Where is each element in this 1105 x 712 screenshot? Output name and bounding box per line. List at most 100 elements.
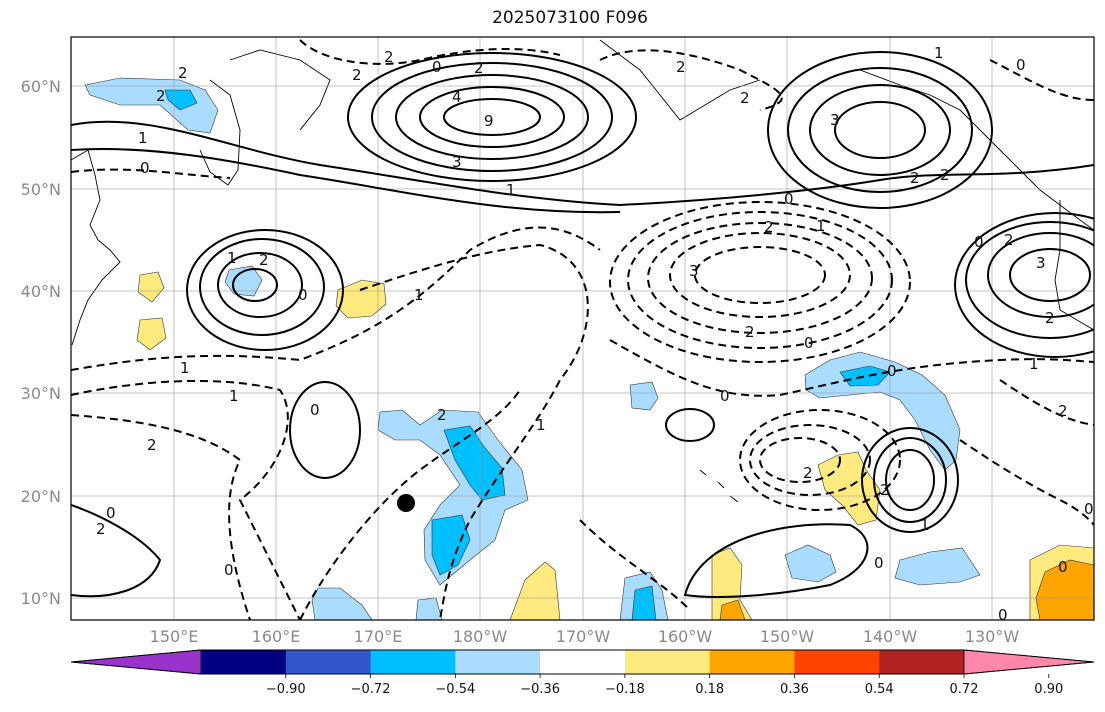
storm-marker <box>397 494 415 512</box>
clabel: 3 <box>452 153 462 171</box>
clabel: 2 <box>740 89 750 107</box>
clabel: 1 <box>1029 355 1039 373</box>
clabel: 2 <box>1058 402 1068 420</box>
clabel: 1 <box>506 181 516 199</box>
clabel: 2 <box>474 59 484 77</box>
colorbar-extend-high <box>963 649 1095 675</box>
clabel: 0 <box>1016 56 1026 74</box>
colorbar-tick-label: −0.36 <box>520 682 560 697</box>
shade-yellow-22n-east <box>817 451 881 526</box>
shade-light-blue-south-2 <box>415 597 443 620</box>
clabel: 2 <box>745 323 755 341</box>
clabel: 0 <box>106 504 116 522</box>
clabel: 2 <box>803 464 813 482</box>
shade-light-blue-dateline-band <box>377 409 529 586</box>
clabel: 2 <box>96 520 106 538</box>
clabel: 0 <box>804 334 814 352</box>
shade-light-blue-30n-mid <box>629 381 659 411</box>
clabel: 2 <box>1004 231 1014 249</box>
lat-lon-grid <box>71 37 1094 620</box>
longitude-labels: 150°E 160°E 170°E 180°W 170°W 160°W 150°… <box>150 627 1020 646</box>
lon-label: 130°W <box>965 627 1020 646</box>
clabel: 1 <box>227 249 237 267</box>
shade-blue-kamchatka <box>164 89 198 111</box>
clabel: 0 <box>310 401 320 419</box>
clabel: 1 <box>816 217 826 235</box>
clabel: 3 <box>689 262 699 280</box>
lon-label: 150°W <box>760 627 815 646</box>
shade-blue-dateline-band <box>443 425 506 501</box>
clabel: 3 <box>830 111 840 129</box>
clabel: 2 <box>940 166 950 184</box>
lon-label: 160°W <box>658 627 713 646</box>
clabel: 2 <box>880 481 890 499</box>
shade-blue-32n-east <box>839 365 891 387</box>
map-area <box>71 37 1094 620</box>
clabel: 0 <box>720 387 730 405</box>
clabel: 2 <box>156 87 166 105</box>
shade-light-blue-14n-east <box>894 547 981 586</box>
clabel: 2 <box>178 64 188 82</box>
clabel: 0 <box>784 190 794 208</box>
clabel: 1 <box>414 286 424 304</box>
map-title: 2025073100 F096 <box>492 8 648 28</box>
shade-blue-south-3 <box>631 585 657 620</box>
clabel: 2 <box>676 58 686 76</box>
colorbar-tick-label: 0.54 <box>865 682 894 697</box>
colorbar-tick-label: −0.54 <box>435 682 475 697</box>
colorbar-segment <box>879 650 965 674</box>
clabel: 0 <box>1084 500 1094 518</box>
clabel: 2 <box>1045 309 1055 327</box>
shade-yellow-40n-west <box>137 271 165 303</box>
colorbar-segment <box>794 650 880 674</box>
coast-okhotsk <box>229 49 331 131</box>
colorbar-tick-label: −0.18 <box>605 682 645 697</box>
clabel: 1 <box>536 416 546 434</box>
lon-label: 160°E <box>252 627 301 646</box>
lon-label: 170°E <box>354 627 403 646</box>
clabel: 3 <box>1036 254 1046 272</box>
colorbar-tick-label: −0.72 <box>351 682 391 697</box>
lon-label: 150°E <box>150 627 199 646</box>
clabel: 2 <box>437 406 447 424</box>
colorbar-extend-low <box>70 649 202 675</box>
coast-asia <box>71 149 121 346</box>
clabel: 2 <box>764 218 774 236</box>
clabel: 1 <box>138 129 148 147</box>
colorbar-tick-label: 0.18 <box>695 682 724 697</box>
clabel: 2 <box>384 48 394 66</box>
clabel: 0 <box>887 362 897 380</box>
colorbar-tick-label: 0.72 <box>950 682 979 697</box>
lon-label: 180°W <box>453 627 508 646</box>
clabel: 0 <box>140 159 150 177</box>
clabel: 1 <box>920 516 930 534</box>
clabel: 0 <box>874 554 884 572</box>
lat-label: 60°N <box>21 77 61 96</box>
clabel: 2 <box>259 251 269 269</box>
map-frame <box>70 36 1095 621</box>
coast-alaska-west <box>599 39 761 121</box>
clabel: 1 <box>934 44 944 62</box>
clabel: 2 <box>147 436 157 454</box>
shade-light-blue-south-1 <box>311 587 373 620</box>
clabel: 9 <box>484 112 494 130</box>
positive-contours <box>71 51 1094 598</box>
colorbar-segment <box>624 650 711 674</box>
shade-light-blue-14n <box>784 544 837 583</box>
clabel: 1 <box>180 359 190 377</box>
lat-label: 20°N <box>21 487 61 506</box>
colorbar-tick-label: −0.90 <box>266 682 306 697</box>
clabel: 0 <box>974 233 984 251</box>
lat-label: 50°N <box>21 180 61 199</box>
clabel: 0 <box>298 286 308 304</box>
clabel: 0 <box>224 561 234 579</box>
coast-kamchatka <box>199 79 241 186</box>
islands-hawaii <box>699 469 739 503</box>
colorbar-tick-label: 0.90 <box>1034 682 1063 697</box>
shade-yellow-36n-west <box>136 317 167 351</box>
colorbar: −0.90 −0.72 −0.54 −0.36 −0.18 0.18 0.36 0.54 0.7… <box>70 649 1095 697</box>
colorbar-tick-label: 0.36 <box>780 682 809 697</box>
shade-orange-south-4 <box>719 599 746 620</box>
colorbar-segment <box>540 650 626 674</box>
lat-label: 30°N <box>21 384 61 403</box>
